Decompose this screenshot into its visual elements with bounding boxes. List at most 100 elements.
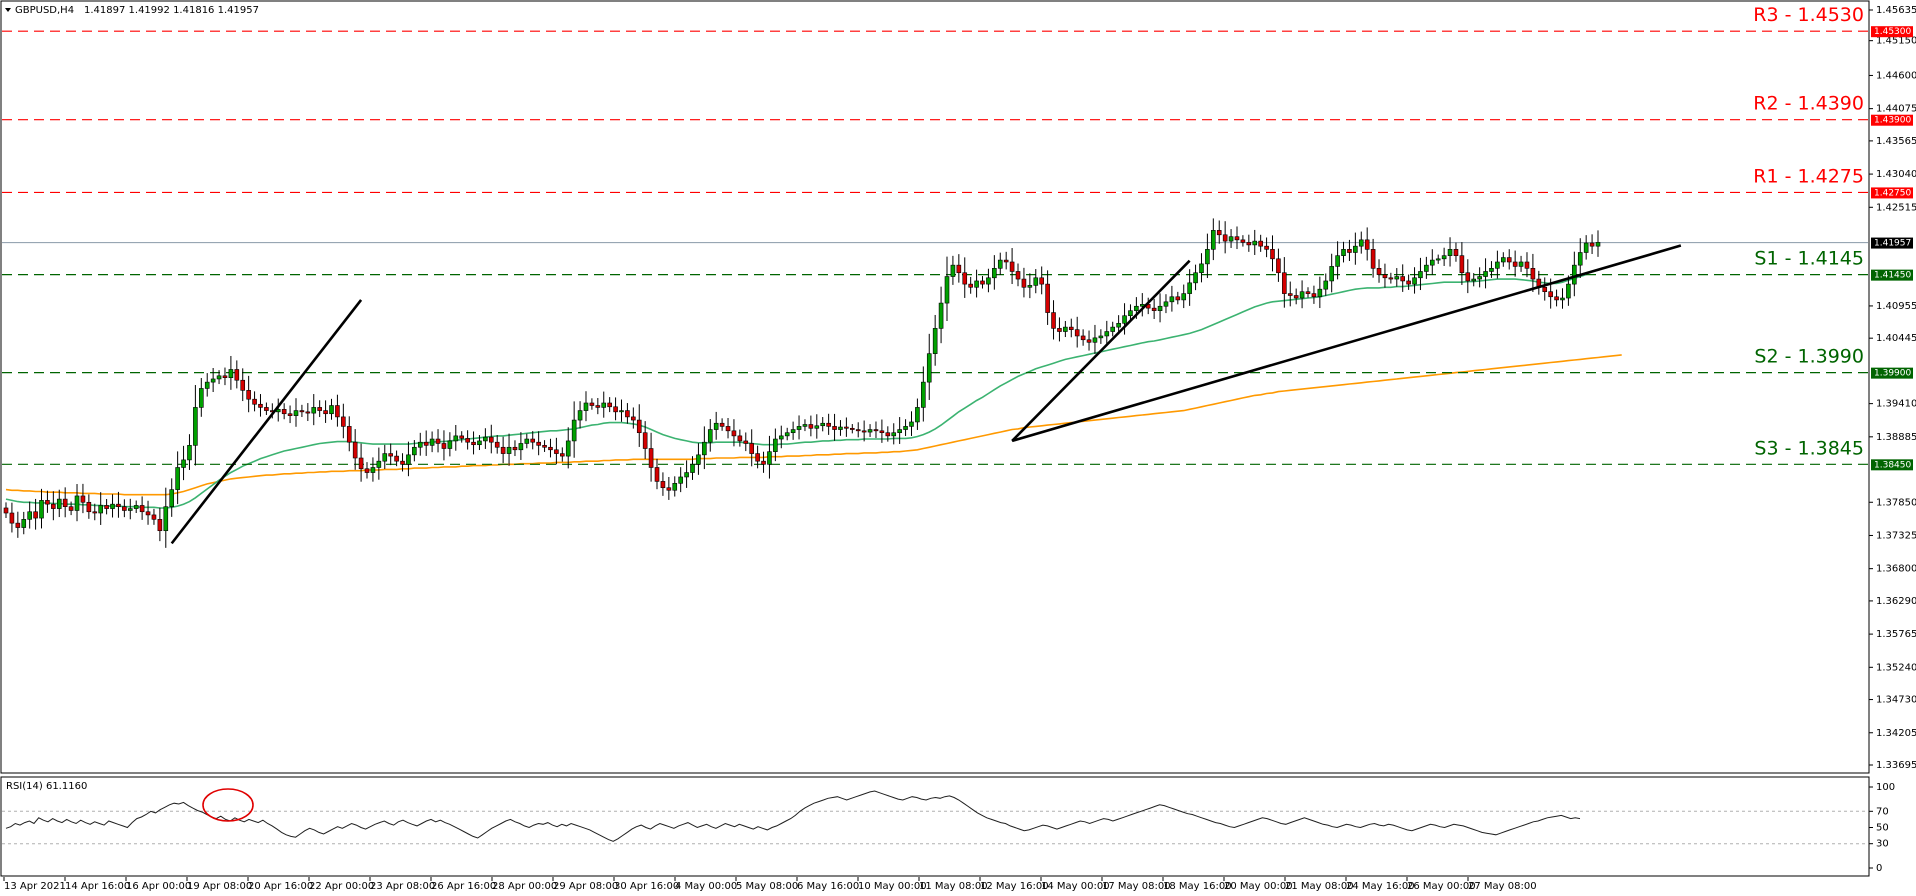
candle-body xyxy=(755,453,760,462)
candle-body xyxy=(1465,272,1471,282)
candle-body xyxy=(1021,278,1027,288)
candle-body xyxy=(867,429,873,433)
candle-body xyxy=(1595,242,1601,247)
time-tick-label: 20 Apr 16:00 xyxy=(248,881,313,892)
candle-body xyxy=(453,435,459,442)
candle-body xyxy=(98,505,103,514)
candle-body xyxy=(1211,230,1216,250)
candle-body xyxy=(1459,255,1465,274)
time-tick-label: 21 May 08:00 xyxy=(1285,881,1354,892)
time-tick-label: 22 Apr 00:00 xyxy=(309,881,374,892)
candle-body xyxy=(80,495,86,503)
price-tick-label: 1.43040 xyxy=(1876,169,1916,180)
candle-body xyxy=(1418,271,1423,279)
rsi-panel: 100 70 50 30 0 xyxy=(2,782,1895,874)
candle-body xyxy=(1364,239,1370,250)
candle-body xyxy=(1335,255,1340,267)
candle-body xyxy=(1406,280,1411,285)
candle-body xyxy=(358,457,364,470)
candle-body xyxy=(1086,339,1092,343)
candle-body xyxy=(412,446,417,456)
candle-body xyxy=(713,422,719,430)
candle-body xyxy=(1512,261,1518,267)
candle-body xyxy=(1216,230,1222,236)
candle-body xyxy=(554,449,559,454)
trendline xyxy=(1011,259,1191,442)
candle-body xyxy=(583,402,589,411)
ma50-path xyxy=(5,273,1587,509)
price-tick-label: 1.44600 xyxy=(1876,70,1916,81)
time-tick-label: 13 Apr 2021 xyxy=(4,881,66,892)
collapse-triangle-icon[interactable] xyxy=(5,8,11,12)
candle-body xyxy=(595,405,601,408)
level-tag-text: 1.45300 xyxy=(1874,27,1911,37)
candle-body xyxy=(1234,236,1240,241)
candle-body xyxy=(417,441,423,448)
candle-body xyxy=(394,455,399,462)
candle-body xyxy=(790,429,796,434)
candle-body xyxy=(997,259,1003,269)
candle-body xyxy=(648,448,654,468)
candle-body xyxy=(1276,258,1281,274)
candle-body xyxy=(832,426,837,430)
candle-body xyxy=(1317,288,1323,298)
candle-body xyxy=(45,500,50,505)
candle-body xyxy=(778,435,784,440)
candle-body xyxy=(613,406,618,413)
candle-body xyxy=(406,454,411,465)
level-tag-bg xyxy=(1871,26,1913,38)
time-tick-label: 14 Apr 16:00 xyxy=(65,881,130,892)
candle-body xyxy=(909,421,914,427)
candle-body xyxy=(210,378,216,383)
current-price-tag-bg xyxy=(1871,237,1913,249)
candle-body xyxy=(494,441,500,448)
level-label: R1 - 1.4275 xyxy=(1753,165,1864,187)
candle-body xyxy=(1039,277,1044,285)
candle-body xyxy=(1548,291,1553,298)
candle-body xyxy=(187,445,192,461)
rsi-overbought-highlight xyxy=(202,788,254,822)
candle-body xyxy=(110,503,115,509)
price-axis-ticks: 1.45635 1.45150 1.44600 1.44075 1.43565 1.430… xyxy=(1869,5,1916,771)
candle-body xyxy=(435,438,441,444)
main-panel-frame xyxy=(0,0,1870,774)
candle-body xyxy=(944,276,950,304)
candle-body xyxy=(962,272,968,285)
candle-body xyxy=(915,407,920,423)
level-label: S3 - 1.3845 xyxy=(1754,437,1864,459)
time-tick-label: 5 May 08:00 xyxy=(736,881,798,892)
candle-body xyxy=(1388,277,1394,280)
candle-body xyxy=(1347,249,1352,253)
candle-body xyxy=(317,407,322,411)
candle-body xyxy=(1205,249,1210,265)
level-tag-text: 1.39900 xyxy=(1874,369,1911,379)
candle-body xyxy=(92,511,98,514)
candle-body xyxy=(1566,283,1571,299)
level-tag-text: 1.41450 xyxy=(1874,271,1911,281)
candle-body xyxy=(447,440,453,449)
price-tick-label: 1.45635 xyxy=(1876,5,1916,16)
candle-body xyxy=(565,440,571,457)
support-resistance-levels: R3 - 1.4530 R2 - 1.4390 R1 - 1.4275 S1 - 1.… xyxy=(2,4,1868,465)
candle-body xyxy=(1264,245,1269,250)
candle-body xyxy=(891,432,897,437)
time-tick-label: 20 May 00:00 xyxy=(1224,881,1293,892)
candle-body xyxy=(1169,296,1175,303)
rsi-tick-label: 50 xyxy=(1876,823,1889,834)
candle-body xyxy=(1163,301,1169,307)
candle-body xyxy=(199,388,204,408)
candle-body xyxy=(68,506,74,511)
candle-body xyxy=(601,402,607,408)
candle-body xyxy=(240,379,246,391)
price-tick-label: 1.45150 xyxy=(1876,36,1916,47)
time-tick-label: 19 Apr 08:00 xyxy=(187,881,252,892)
candle-body xyxy=(625,410,630,418)
time-tick-label: 18 May 16:00 xyxy=(1163,881,1232,892)
level-tag-bg xyxy=(1871,114,1913,126)
candle-body xyxy=(956,264,962,274)
candle-body xyxy=(903,426,908,430)
candle-body xyxy=(1175,296,1181,301)
candle-body xyxy=(382,453,388,462)
